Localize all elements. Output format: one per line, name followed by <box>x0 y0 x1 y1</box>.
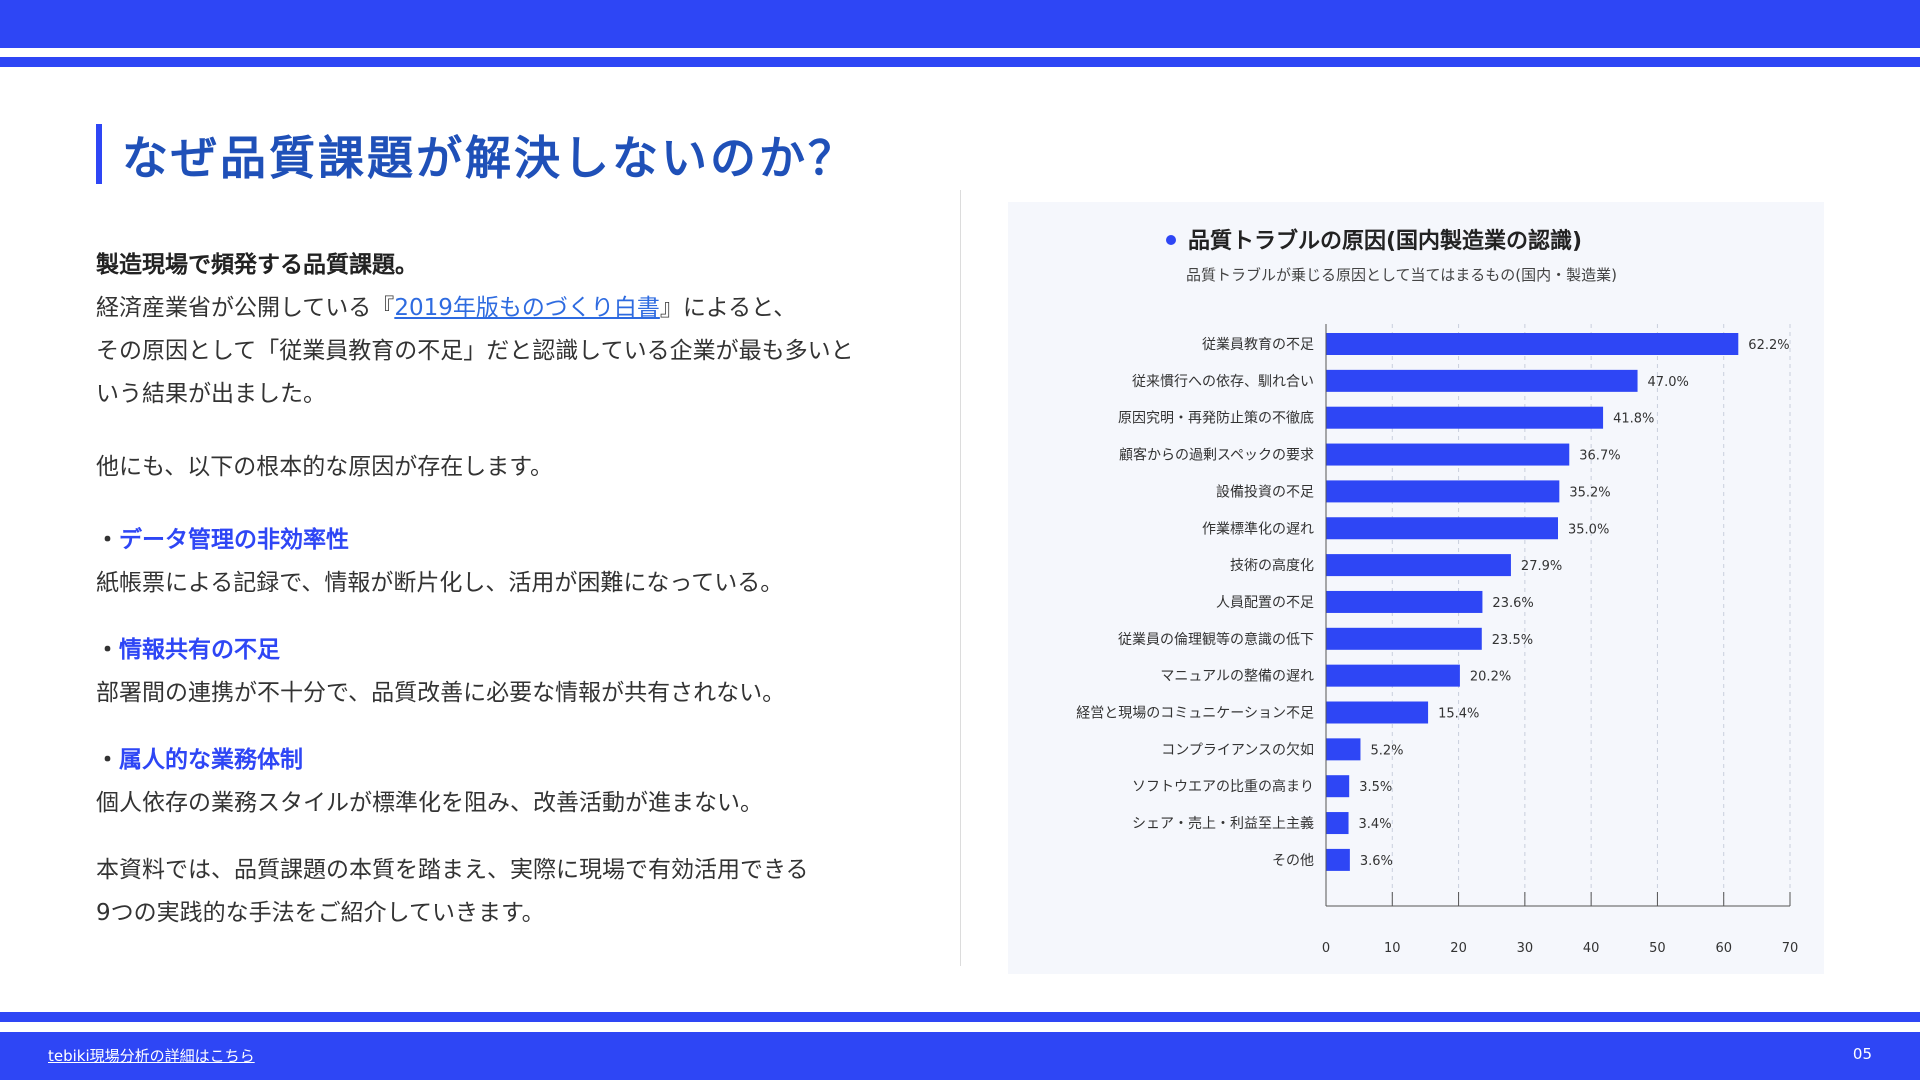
bar <box>1326 848 1350 871</box>
category-label: 顧客からの過剰スペックの要求 <box>1119 447 1314 464</box>
bar <box>1326 406 1604 429</box>
value-label: 27.9% <box>1521 559 1562 574</box>
value-label: 35.2% <box>1569 485 1610 500</box>
value-label: 62.2% <box>1748 338 1789 353</box>
footer-band <box>0 1032 1920 1080</box>
x-tick-label: 10 <box>1384 941 1401 956</box>
bullet-desc-3: 個人依存の業務スタイルが標準化を阻み、改善活動が進まない。 <box>96 790 763 816</box>
category-label: マニュアルの整備の遅れ <box>1160 669 1314 685</box>
page-title: なぜ品質課題が解決しないのか？ <box>122 131 857 185</box>
bullet-marker: ・ <box>96 637 119 663</box>
bottom-accent-line <box>0 1012 1920 1022</box>
bar <box>1326 664 1460 687</box>
bar <box>1326 775 1350 798</box>
bullet-desc-2: 部署間の連携が不十分で、品質改善に必要な情報が共有されない。 <box>96 680 786 706</box>
intro-line-1: 経済産業省が公開している『2019年版ものづくり白書』によると、 <box>96 287 946 330</box>
closing-line-2: 9つの実践的な手法をご紹介していきます。 <box>96 900 545 926</box>
chart-subtitle: 品質トラブルが乗じる原因として当てはまるもの(国内・製造業) <box>1186 266 1617 284</box>
bar <box>1326 738 1361 761</box>
chart-title-bullet-icon <box>1166 235 1176 245</box>
category-label: コンプライアンスの欠如 <box>1161 742 1314 758</box>
x-tick-label: 40 <box>1583 941 1600 956</box>
x-tick-label: 20 <box>1450 941 1467 956</box>
intro-line-1-after: 』によると、 <box>659 295 797 321</box>
white-paper-link[interactable]: 2019年版ものづくり白書 <box>394 295 660 321</box>
bullet-title: データ管理の非効率性 <box>119 527 349 553</box>
bar <box>1326 627 1482 650</box>
chart-header: 品質トラブルの原因(国内製造業の認識) 品質トラブルが乗じる原因として当てはまる… <box>1166 228 1617 284</box>
value-label: 23.6% <box>1492 596 1533 611</box>
bullet-heading-1: ・データ管理の非効率性 <box>96 519 946 562</box>
intro-line-1-before: 経済産業省が公開している『 <box>96 295 395 321</box>
bullet-marker: ・ <box>96 527 119 553</box>
category-label: 従業員の倫理観等の意識の低下 <box>1118 631 1314 648</box>
category-label: 人員配置の不足 <box>1216 595 1314 611</box>
top-header-band <box>0 0 1920 48</box>
value-label: 3.6% <box>1360 854 1393 869</box>
bullet-title: 属人的な業務体制 <box>119 747 303 773</box>
bullet-heading-3: ・属人的な業務体制 <box>96 739 946 782</box>
bullet-title: 情報共有の不足 <box>119 637 280 663</box>
page-number: 05 <box>1852 1045 1872 1063</box>
value-label: 35.0% <box>1568 522 1609 537</box>
bar <box>1326 333 1739 355</box>
value-label: 23.5% <box>1492 633 1533 648</box>
bullet-heading-2: ・情報共有の不足 <box>96 629 946 672</box>
value-label: 3.5% <box>1359 780 1392 795</box>
chart-title: 品質トラブルの原因(国内製造業の認識) <box>1188 228 1582 254</box>
bullet-desc-1: 紙帳票による記録で、情報が断片化し、活用が困難になっている。 <box>96 570 784 596</box>
intro-lead: 製造現場で頻発する品質課題。 <box>96 252 418 278</box>
top-accent-line <box>0 57 1920 67</box>
chart-panel <box>1008 202 1824 974</box>
bar <box>1326 812 1349 835</box>
closing-line-1: 本資料では、品質課題の本質を踏まえ、実際に現場で有効活用できる <box>96 857 809 883</box>
bar <box>1326 554 1511 577</box>
intro-line-4: 他にも、以下の根本的な原因が存在します。 <box>96 454 554 480</box>
bar <box>1326 369 1638 392</box>
bar <box>1326 701 1429 724</box>
category-label: 従業員教育の不足 <box>1202 337 1314 353</box>
value-label: 5.2% <box>1370 743 1403 758</box>
category-label: シェア・売上・利益至上主義 <box>1132 815 1314 832</box>
category-label: 設備投資の不足 <box>1216 484 1314 500</box>
category-label: 技術の高度化 <box>1230 557 1314 574</box>
value-label: 36.7% <box>1579 449 1620 464</box>
category-label: 従来慣行への依存、馴れ合い <box>1132 373 1314 390</box>
bar <box>1326 480 1560 503</box>
bar <box>1326 517 1558 540</box>
intro-line-2: その原因として「従業員教育の不足」だと認識している企業が最も多いと <box>96 338 854 364</box>
chart-axes: 0 10 20 30 40 50 60 70 <box>1322 324 1798 956</box>
x-tick-label: 50 <box>1649 941 1666 956</box>
value-label: 41.8% <box>1613 412 1654 427</box>
category-label: 作業標準化の遅れ <box>1202 521 1314 537</box>
category-label: 経営と現場のコミュニケーション不足 <box>1076 706 1314 722</box>
bar <box>1326 443 1570 466</box>
footer-detail-link[interactable]: tebiki現場分析の詳細はこちら <box>48 1047 255 1065</box>
value-label: 3.4% <box>1359 817 1392 832</box>
value-label: 20.2% <box>1470 670 1511 685</box>
category-label: ソフトウエアの比重の高まり <box>1132 778 1314 795</box>
x-tick-label: 70 <box>1782 941 1799 956</box>
value-label: 47.0% <box>1648 375 1689 390</box>
value-label: 15.4% <box>1438 707 1479 722</box>
column-divider <box>960 190 961 966</box>
intro-line-3: いう結果が出ました。 <box>96 381 326 407</box>
category-label: 原因究明・再発防止策の不徹底 <box>1118 410 1314 427</box>
x-tick-label: 60 <box>1715 941 1732 956</box>
category-label: その他 <box>1272 853 1314 869</box>
title-accent-bar <box>96 124 102 184</box>
chart-bars: 従業員教育の不足 62.2% 従来慣行への依存、馴れ合い 47.0% 原因究明・再発防止… <box>1076 333 1790 871</box>
bar <box>1326 590 1483 613</box>
left-text-column: 製造現場で頻発する品質課題。 経済産業省が公開している『2019年版ものづくり白… <box>96 244 946 935</box>
x-tick-label: 30 <box>1517 941 1534 956</box>
bullet-marker: ・ <box>96 747 119 773</box>
x-tick-label: 0 <box>1322 941 1330 956</box>
